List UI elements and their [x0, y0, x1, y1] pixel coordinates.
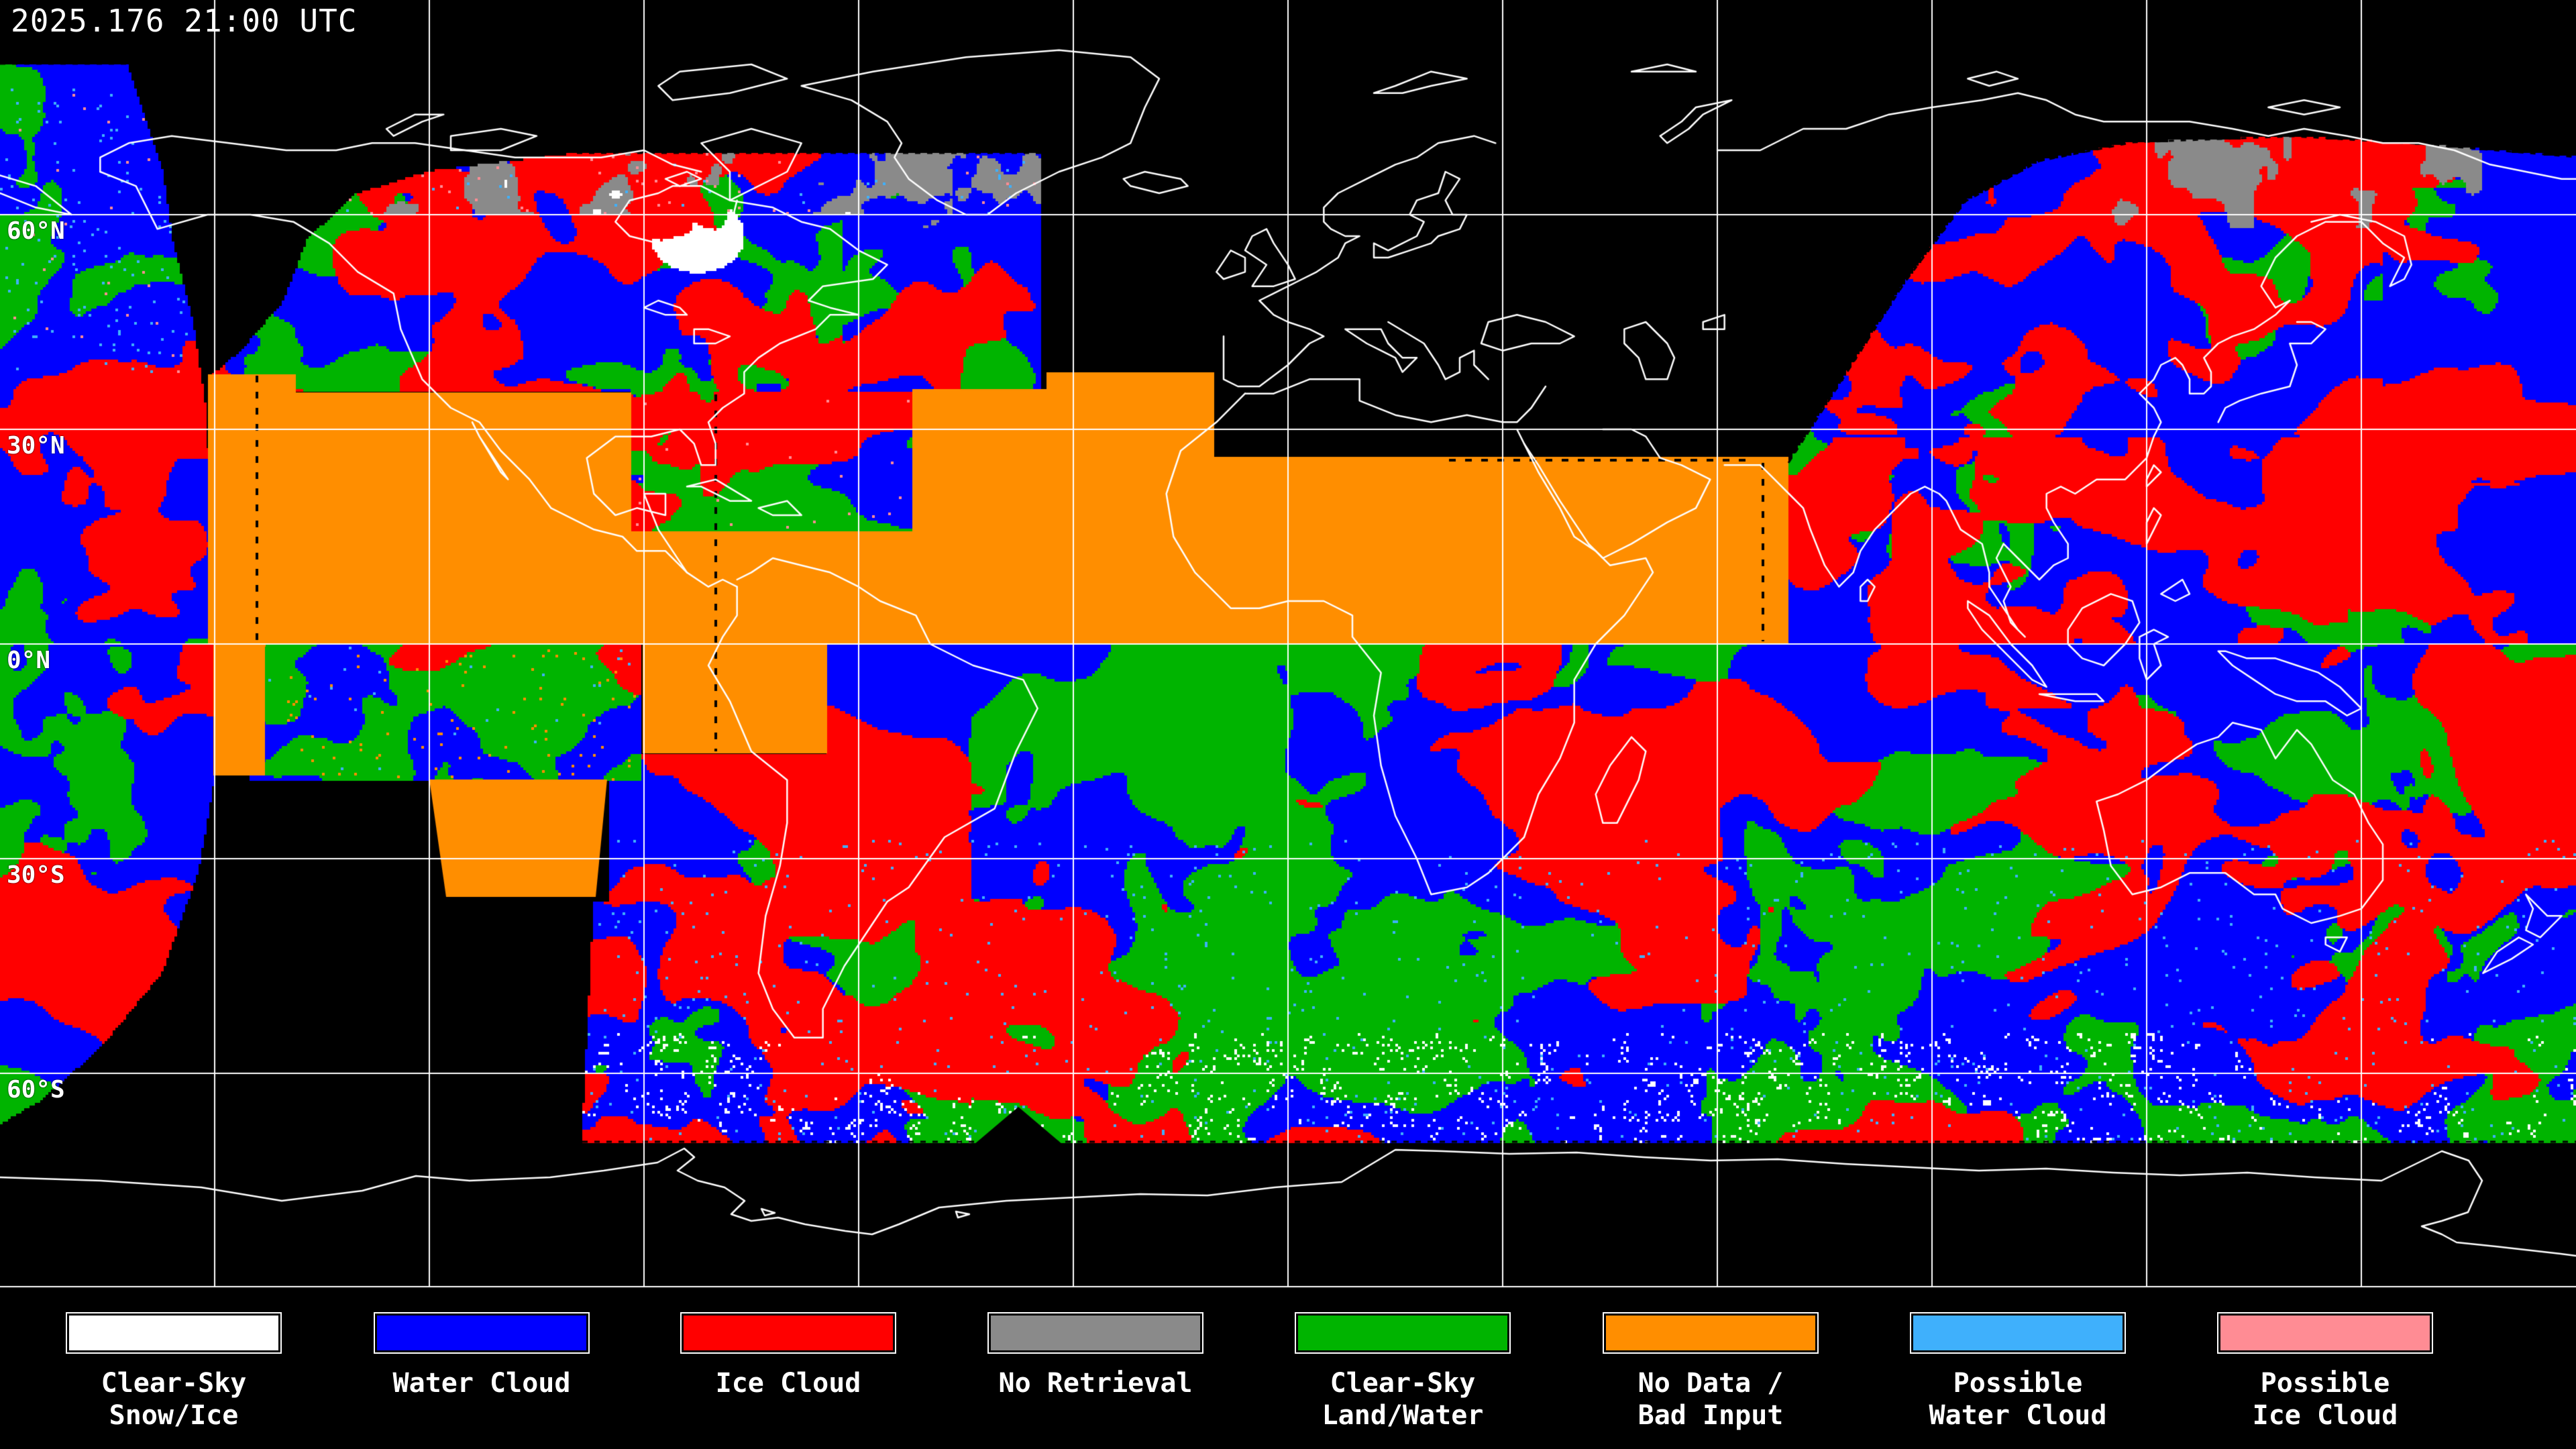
cloud-mask-map: [0, 0, 2576, 1288]
legend-swatch-color: [2220, 1316, 2430, 1350]
legend-label-line: Snow/Ice: [109, 1400, 239, 1431]
legend-swatch-color: [684, 1316, 893, 1350]
legend-swatch-possible-ice-cloud: [2217, 1312, 2433, 1354]
legend-label-no-data-bad-input: No Data / Bad Input: [1603, 1367, 1819, 1432]
legend-swatch-no-data-bad-input: [1603, 1312, 1819, 1354]
legend-item-no-data-bad-input: No Data / Bad Input: [1603, 1312, 1819, 1432]
legend-label-line: Possible: [2260, 1368, 2390, 1399]
legend-label-clear-sky-land-water: Clear-Sky Land/Water: [1295, 1367, 1511, 1432]
lat-label-30n: 30°N: [7, 432, 65, 460]
legend-label-clear-sky-snow-ice: Clear-Sky Snow/Ice: [66, 1367, 282, 1432]
legend-label-line: Ice Cloud: [715, 1368, 861, 1399]
legend-item-no-retrieval: No Retrieval: [987, 1312, 1203, 1399]
legend-item-possible-water-cloud: Possible Water Cloud: [1910, 1312, 2126, 1432]
legend-item-ice-cloud: Ice Cloud: [680, 1312, 896, 1399]
legend-swatch-color: [1298, 1316, 1507, 1350]
legend-swatch-clear-sky-snow-ice: [66, 1312, 282, 1354]
legend-swatch-possible-water-cloud: [1910, 1312, 2126, 1354]
legend-swatch-water-cloud: [374, 1312, 590, 1354]
legend-label-line: Possible: [1953, 1368, 2083, 1399]
lat-label-30s: 30°S: [7, 861, 65, 889]
legend-item-possible-ice-cloud: Possible Ice Cloud: [2217, 1312, 2433, 1432]
legend-label-line: Ice Cloud: [2252, 1400, 2398, 1431]
legend-item-clear-sky-snow-ice: Clear-Sky Snow/Ice: [66, 1312, 282, 1432]
legend-item-clear-sky-land-water: Clear-Sky Land/Water: [1295, 1312, 1511, 1432]
legend-label-line: Clear-Sky: [101, 1368, 247, 1399]
legend-label-line: Water Cloud: [1929, 1400, 2107, 1431]
legend-label-no-retrieval: No Retrieval: [987, 1367, 1203, 1399]
legend-swatch-ice-cloud: [680, 1312, 896, 1354]
timestamp-label: 2025.176 21:00 UTC: [11, 3, 358, 39]
legend-swatch-clear-sky-land-water: [1295, 1312, 1511, 1354]
legend-swatch-color: [1913, 1316, 2123, 1350]
lat-label-60n: 60°N: [7, 217, 65, 245]
lat-label-60s: 60°S: [7, 1076, 65, 1104]
legend-label-possible-ice-cloud: Possible Ice Cloud: [2217, 1367, 2433, 1432]
legend-swatch-color: [377, 1316, 586, 1350]
legend-label-line: No Retrieval: [998, 1368, 1193, 1399]
legend-label-water-cloud: Water Cloud: [374, 1367, 590, 1399]
legend-label-line: Clear-Sky: [1330, 1368, 1476, 1399]
legend-swatch-color: [69, 1316, 278, 1350]
legend-label-possible-water-cloud: Possible Water Cloud: [1910, 1367, 2126, 1432]
legend-item-water-cloud: Water Cloud: [374, 1312, 590, 1399]
legend-label-line: Bad Input: [1638, 1400, 1784, 1431]
legend-swatch-no-retrieval: [987, 1312, 1203, 1354]
legend-swatch-color: [1606, 1316, 1815, 1350]
legend-label-line: No Data /: [1638, 1368, 1784, 1399]
legend-label-line: Water Cloud: [392, 1368, 571, 1399]
legend-label-line: Land/Water: [1322, 1400, 1484, 1431]
legend-label-ice-cloud: Ice Cloud: [680, 1367, 896, 1399]
lat-label-0n: 0°N: [7, 647, 51, 674]
legend-swatch-color: [991, 1316, 1200, 1350]
